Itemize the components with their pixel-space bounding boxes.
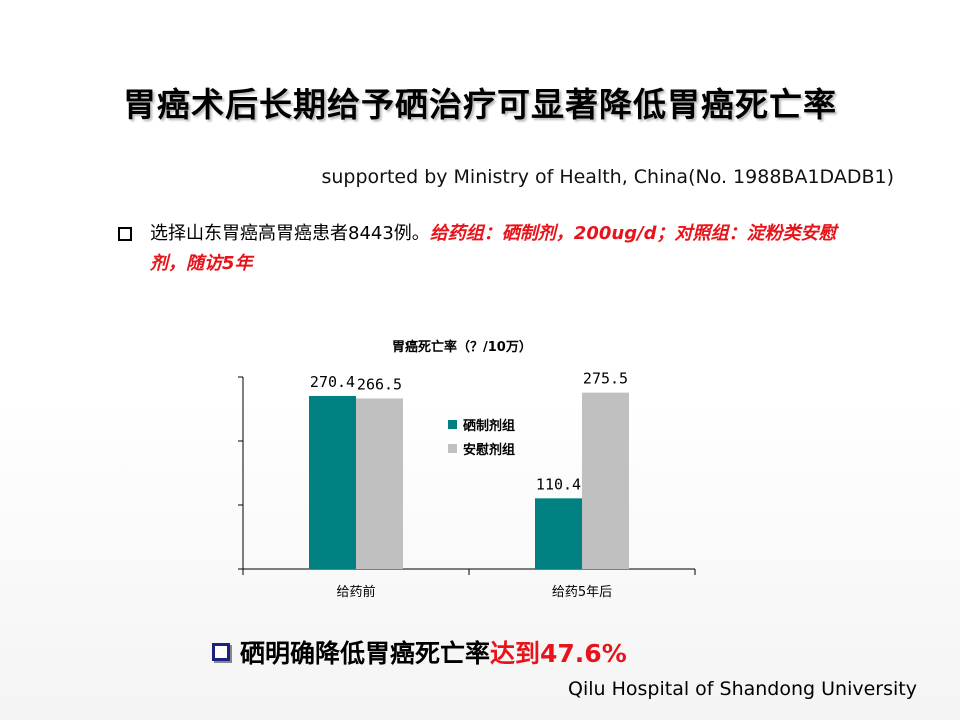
chart-title: 胃癌死亡率（？/10万）: [392, 340, 532, 355]
bullet-1-text: 选择山东胃癌高胃癌患者8443例。: [150, 223, 430, 244]
legend-swatch-gray: [448, 443, 457, 453]
bar-placebo-1: [582, 392, 629, 569]
legend-entry-placebo: 安慰剂组: [448, 436, 515, 460]
conclusion-highlight: 达到47.6%: [490, 639, 627, 668]
slide-title: 胃癌术后长期给予硒治疗可显著降低胃癌死亡率: [123, 85, 837, 124]
bar-selenium-0: [309, 395, 356, 569]
conclusion-line: 硒明确降低胃癌死亡率 达到47.6%: [212, 634, 627, 670]
data-label: 270.4: [310, 373, 355, 391]
legend-label-placebo: 安慰剂组: [463, 442, 516, 458]
data-label: 266.5: [357, 375, 402, 393]
bullet-1: 选择山东胃癌高胃癌患者8443例。给药组：硒制剂，200ug/d；对照组：淀粉类…: [150, 219, 870, 279]
bullet-1-highlight: 给药组：硒制剂，200ug/d；对照组：淀粉类安慰剂，随访5年: [150, 223, 837, 274]
legend-swatch-teal: [448, 419, 457, 429]
bar-placebo-0: [356, 398, 403, 569]
legend-label-selenium: 硒制剂组: [463, 418, 516, 434]
bullet-square-icon: [118, 227, 132, 241]
conclusion-text: 硒明确降低胃癌死亡率: [240, 639, 491, 668]
footer-institution: Qilu Hospital of Shandong University: [568, 678, 917, 700]
data-label: 110.4: [536, 475, 581, 493]
bullet-square-icon: [212, 643, 230, 661]
x-tick-label: 给药前: [336, 584, 375, 600]
support-note: supported by Ministry of Health, China(N…: [321, 166, 894, 188]
x-tick-label: 给药5年后: [552, 585, 612, 600]
data-label: 275.5: [583, 370, 628, 388]
bar-selenium-1: [535, 498, 582, 569]
legend-entry-selenium: 硒制剂组: [448, 412, 515, 436]
chart-legend: 硒制剂组 安慰剂组: [448, 412, 515, 460]
